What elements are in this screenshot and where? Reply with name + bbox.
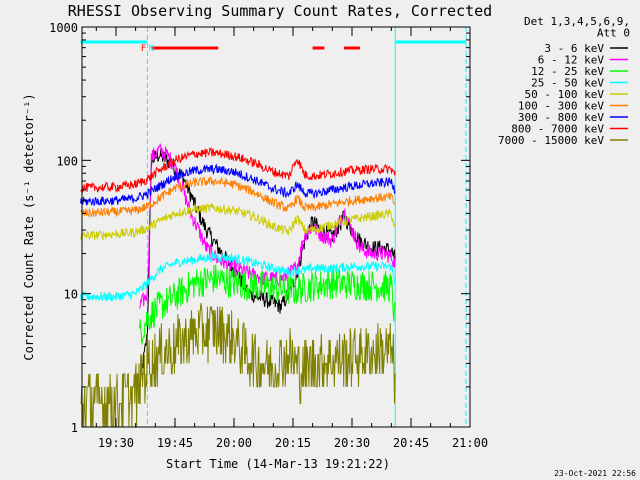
- series-line-2: [139, 264, 396, 345]
- legend-entry-label: 50 - 100 keV: [525, 88, 605, 101]
- legend-entry-label: 300 - 800 keV: [518, 111, 604, 124]
- x-axis-label: Start Time (14-Mar-13 19:21:22): [166, 457, 390, 471]
- x-tick-label: 20:15: [275, 436, 311, 450]
- legend-entry-label: 7000 - 15000 keV: [498, 134, 604, 147]
- series-line-3: [80, 250, 396, 303]
- x-tick-label: 20:30: [334, 436, 370, 450]
- series-layer: [80, 143, 396, 428]
- series-line-6: [80, 163, 396, 207]
- y-tick-label: 1000: [49, 21, 78, 35]
- plot-frame: [81, 26, 471, 428]
- x-tick-label: 20:45: [393, 436, 429, 450]
- x-tick-label: 20:00: [216, 436, 252, 450]
- legend-entry-label: 800 - 7000 keV: [511, 123, 604, 136]
- y-tick-label: 100: [56, 154, 78, 168]
- legend-entry-label: 25 - 50 keV: [531, 77, 604, 90]
- y-tick-label: 10: [64, 288, 78, 302]
- x-tick-label: 19:30: [98, 436, 134, 450]
- axes-layer: 1 10 100 1000 19:30 19:45 20:00 20:15 20:30 20:45…: [49, 21, 488, 450]
- legend-entry-label: 100 - 300 keV: [518, 100, 604, 113]
- x-tick-label: 19:45: [157, 436, 193, 450]
- x-tick-label: 21:00: [452, 436, 488, 450]
- y-tick-label: 1: [71, 421, 78, 435]
- flag-label: F: [141, 44, 146, 54]
- series-line-4: [80, 203, 396, 242]
- series-line-7: [80, 146, 396, 193]
- y-axis-label: Corrected Count Rate (s⁻¹ detector⁻¹): [22, 93, 36, 360]
- legend-entry-label: 12 - 25 keV: [531, 65, 604, 78]
- series-line-5: [80, 176, 396, 219]
- legend-entry-label: 3 - 6 keV: [544, 42, 604, 55]
- flag-label: N: [149, 44, 154, 54]
- series-line-8: [80, 303, 396, 428]
- legend-header: Att 0: [597, 27, 630, 40]
- footer-timestamp: 23-Oct-2021 22:56: [554, 469, 636, 478]
- chart-title: RHESSI Observing Summary Count Rates, Co…: [68, 2, 492, 20]
- legend-header: Det 1,3,4,5,6,9,: [524, 15, 630, 28]
- legend-entry-label: 6 - 12 keV: [538, 54, 605, 67]
